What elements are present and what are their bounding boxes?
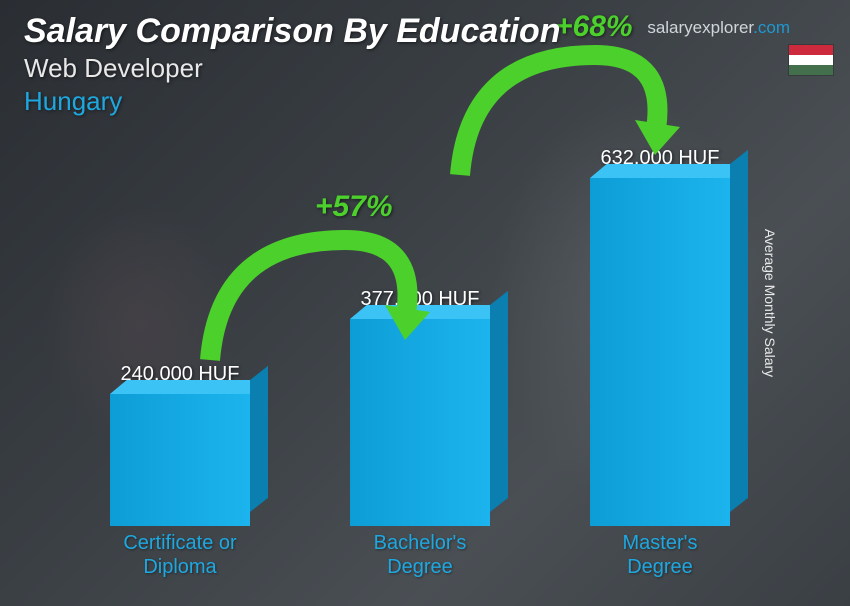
hungary-flag-icon	[788, 44, 834, 76]
job-title: Web Developer	[24, 53, 826, 84]
bar-front	[590, 178, 730, 526]
increase-pct-1: +57%	[315, 190, 393, 224]
xlabel-bachelors: Bachelor's Degree	[330, 531, 510, 586]
flag-stripe-red	[789, 45, 833, 55]
x-axis-labels: Certificate or Diploma Bachelor's Degree…	[60, 531, 780, 586]
xlabel-line1: Master's	[623, 532, 698, 554]
xlabel-line2: Degree	[387, 556, 453, 578]
xlabel-line1: Bachelor's	[374, 532, 467, 554]
flag-stripe-green	[789, 65, 833, 75]
xlabel-line2: Degree	[627, 556, 693, 578]
bar-side	[730, 150, 748, 512]
flag-stripe-white	[789, 55, 833, 65]
bar3d-masters	[590, 178, 730, 526]
xlabel-certificate: Certificate or Diploma	[90, 531, 270, 586]
xlabel-masters: Master's Degree	[570, 531, 750, 586]
bar-side	[490, 291, 508, 512]
country-name: Hungary	[24, 86, 826, 117]
increase-arrow-1	[180, 220, 440, 395]
watermark-suffix: .com	[753, 18, 790, 37]
bar-chart: +57% +68% 240,000 HUF 377,000 HUF 6	[60, 130, 780, 586]
xlabel-line1: Certificate or	[123, 532, 236, 554]
watermark-text: salaryexplorer	[647, 18, 753, 37]
watermark: salaryexplorer.com	[647, 18, 790, 38]
xlabel-line2: Diploma	[143, 556, 216, 578]
bar3d-certificate	[110, 394, 250, 526]
bar-front	[110, 394, 250, 526]
y-axis-label: Average Monthly Salary	[762, 229, 778, 377]
